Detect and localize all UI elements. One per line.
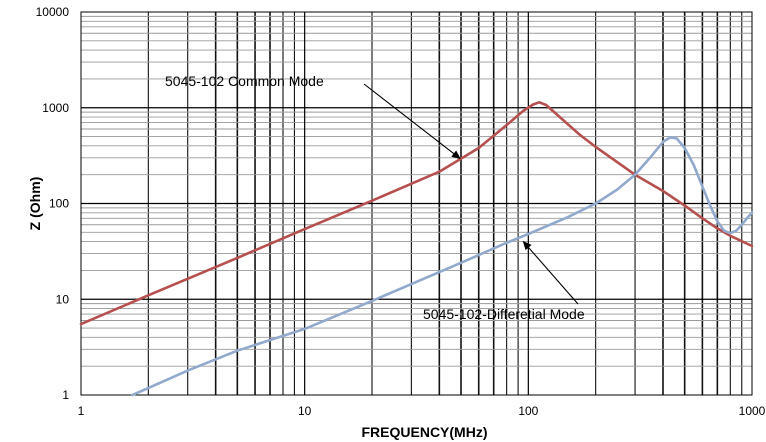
x-tick-label: 100 xyxy=(518,404,538,418)
series-layer xyxy=(79,101,754,397)
x-tick-label: 10 xyxy=(298,404,312,418)
y-tick-label: 1 xyxy=(62,388,69,402)
annotation-arrow-differential-mode xyxy=(522,240,579,305)
y-tick-label: 10000 xyxy=(36,5,70,19)
x-tick-label: 1000 xyxy=(739,404,766,418)
major-grid xyxy=(81,12,752,395)
plot-frame xyxy=(80,11,753,396)
annotation-arrow-common-mode xyxy=(363,83,461,160)
annotation-arrows xyxy=(363,83,579,305)
x-axis-title: FREQUENCY(MHz) xyxy=(362,424,488,440)
y-tick-label: 1000 xyxy=(42,101,69,115)
series-line-differential-mode xyxy=(131,136,754,397)
y-tick-label: 10 xyxy=(56,292,70,306)
y-tick-labels: 1 10 100 1000 10000 xyxy=(36,5,70,402)
y-axis-title: Z (Ohm) xyxy=(27,177,43,231)
series-line-common-mode xyxy=(79,101,754,326)
x-tick-labels: 1 10 100 1000 xyxy=(78,404,766,418)
x-tick-label: 1 xyxy=(78,404,85,418)
y-tick-label: 100 xyxy=(49,197,69,211)
annotation-common-mode: 5045-102 Common Mode xyxy=(165,73,324,89)
annotation-differential-mode: 5045-102-Differetial Mode xyxy=(423,306,585,322)
